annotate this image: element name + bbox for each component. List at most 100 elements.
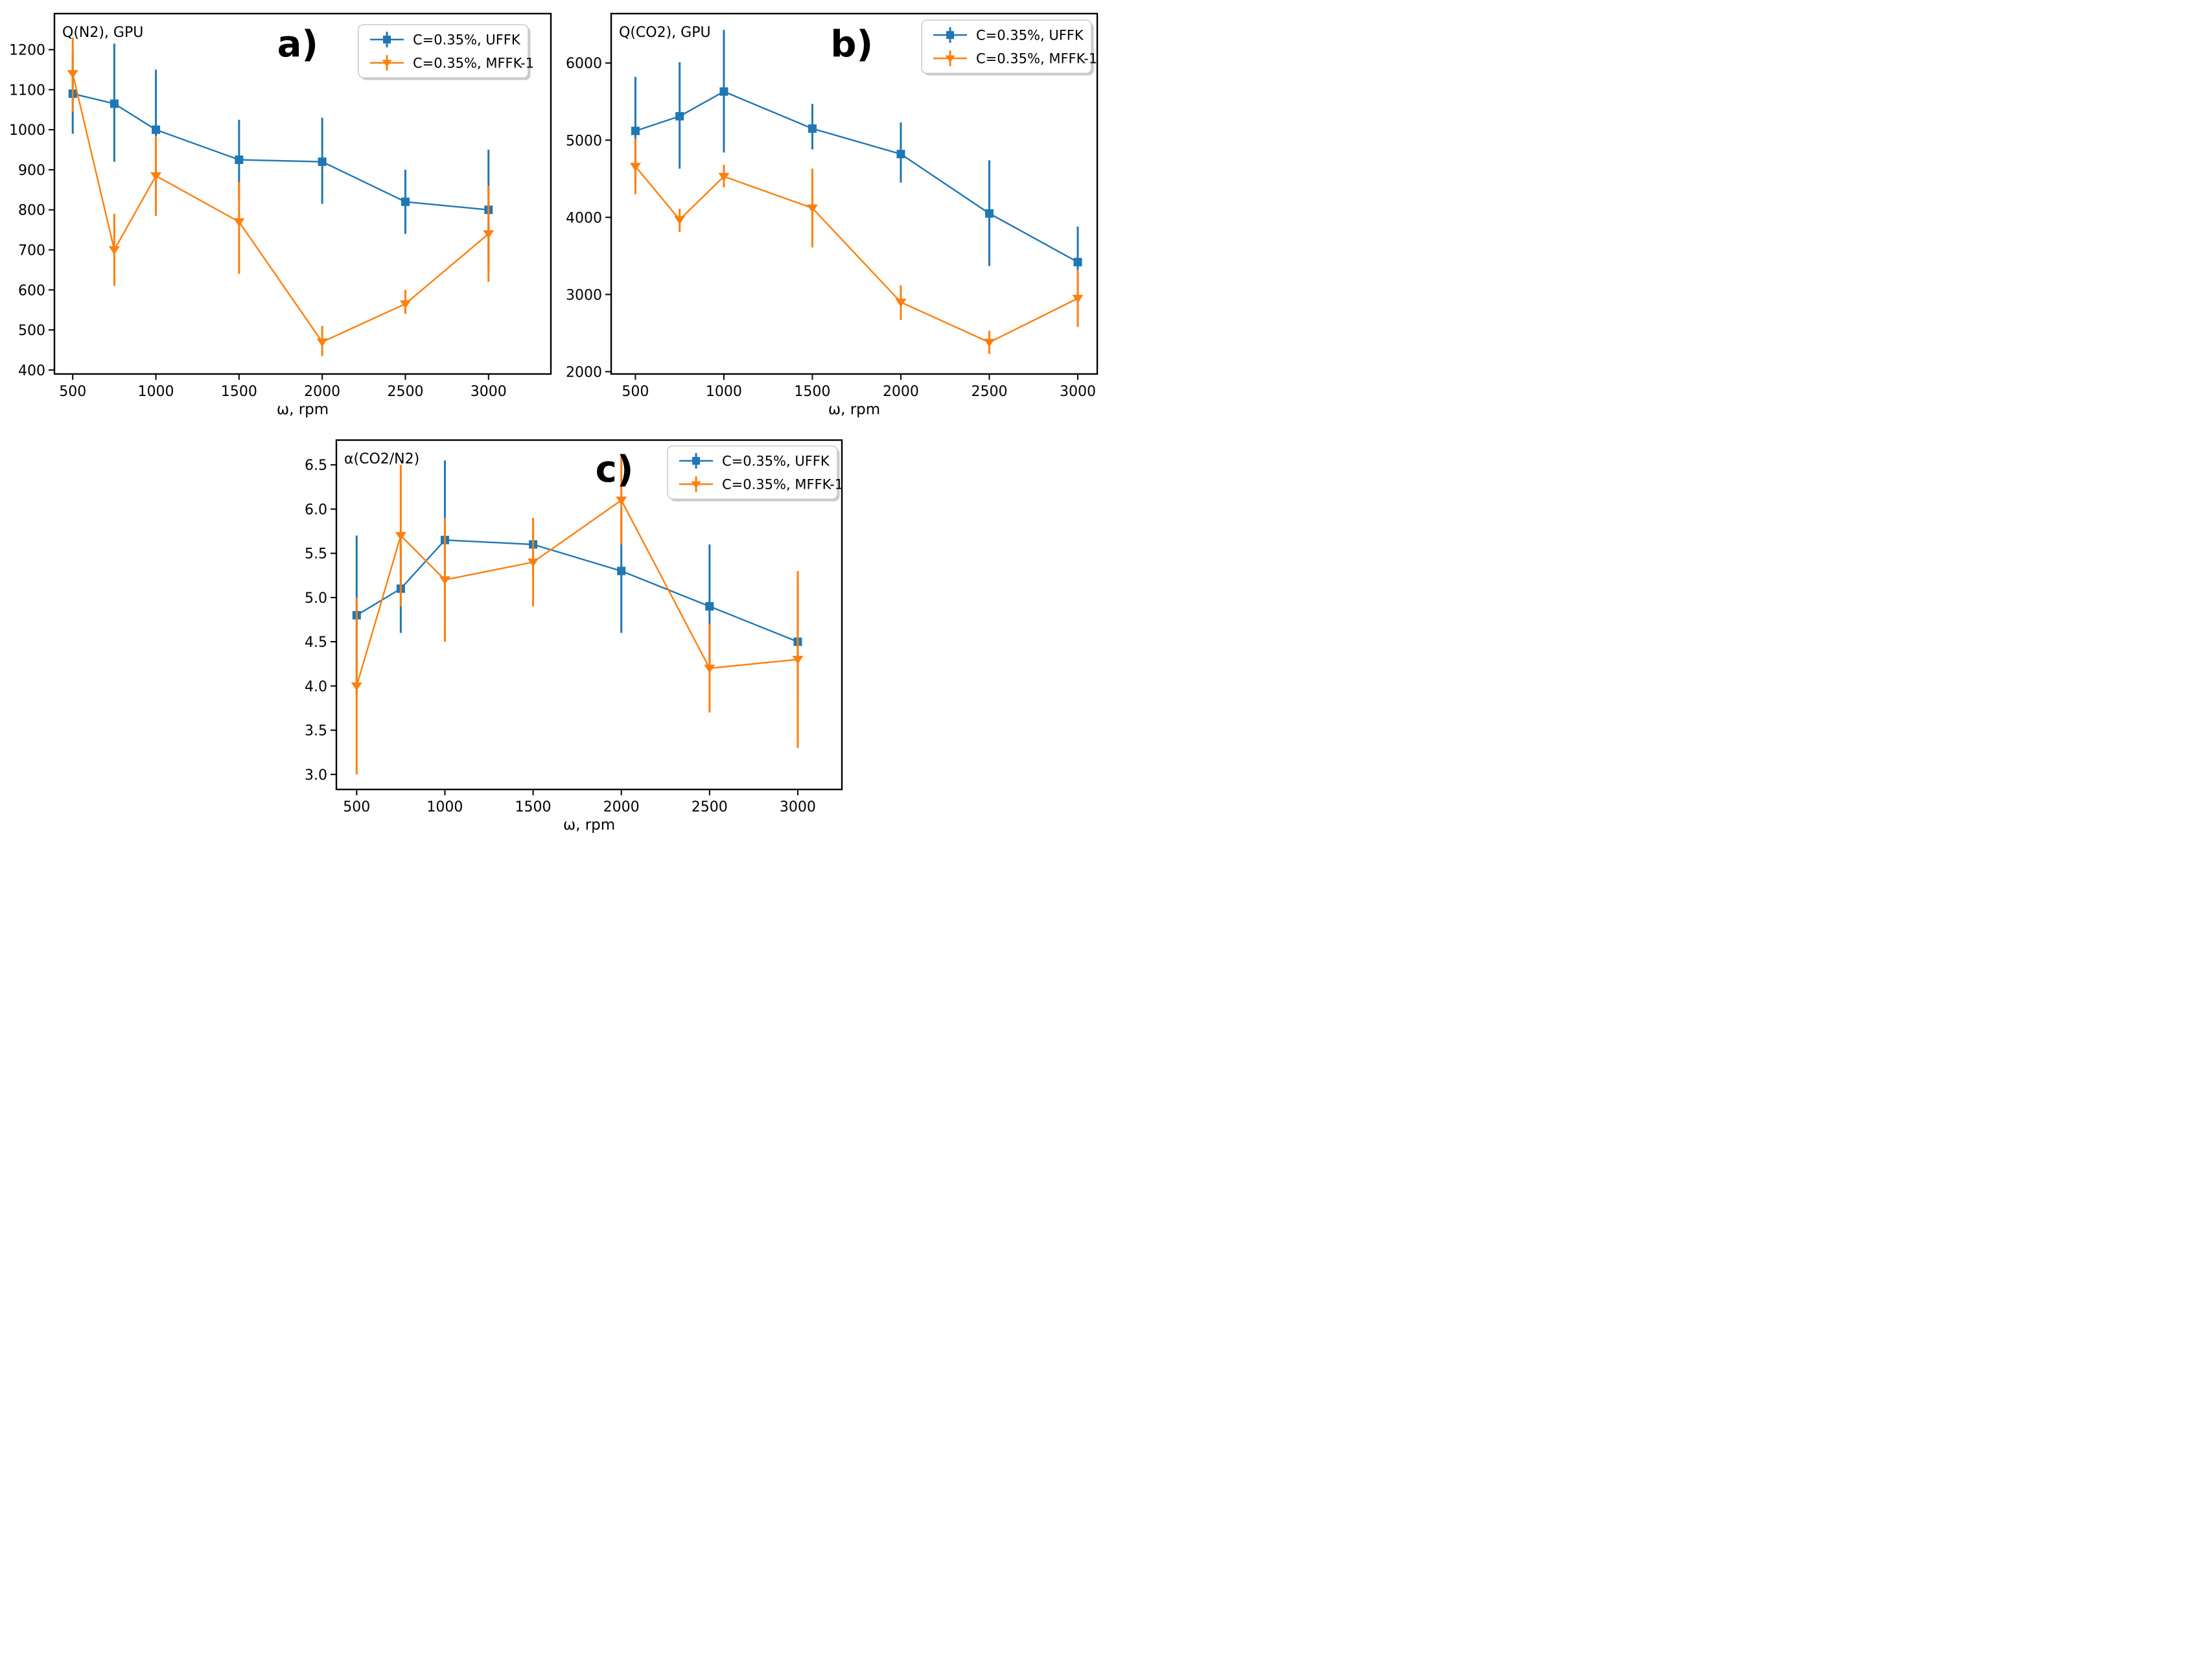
chart-panel-c: 500 1000 1500 2000 2500 3000 3.0 3.5 4.0 4.5 5.0 5.…: [282, 425, 852, 840]
legend: C=0.35%, UFFK C=0.35%, MFFK-1: [667, 445, 843, 502]
x-tick-label: 500: [622, 384, 649, 400]
square-marker: [617, 566, 626, 576]
legend-label: C=0.35%, UFFK: [976, 28, 1084, 43]
legend-box: [667, 445, 838, 500]
axes-frame: [335, 439, 843, 791]
square-marker: [896, 150, 905, 159]
x-tick-label: 2000: [603, 799, 640, 815]
panel-letter: a): [277, 23, 318, 65]
legend-label: C=0.35%, MFFK-1: [722, 477, 843, 493]
legend-square-marker: [692, 457, 700, 465]
x-tick-label: 1000: [706, 384, 742, 400]
x-tick-label: 2500: [692, 799, 728, 815]
square-marker: [401, 197, 410, 206]
square-marker: [719, 87, 728, 96]
square-marker: [631, 126, 640, 135]
x-tick-label: 3000: [780, 799, 816, 815]
square-marker: [675, 111, 684, 121]
series-mffk1: [67, 38, 495, 356]
y-tick-label: 600: [18, 283, 45, 299]
square-marker: [705, 602, 714, 611]
triangle-down-marker: [616, 496, 627, 506]
x-tick-label: 500: [343, 799, 370, 815]
legend-entry: C=0.35%, UFFK: [679, 453, 830, 469]
chart-panel-a: 500 1000 1500 2000 2500 3000 400 500 600 700 800 90…: [0, 0, 564, 428]
triangle-down-marker: [674, 216, 686, 225]
y-tick-label: 3.5: [305, 723, 327, 740]
axes-frame: [610, 12, 1099, 375]
y-tick-label: 1200: [9, 43, 45, 59]
x-tick-label: 2000: [304, 384, 340, 400]
series-uffk: [631, 30, 1082, 298]
legend-label: C=0.35%, UFFK: [413, 32, 521, 48]
x-tick-label: 3000: [471, 384, 507, 400]
triangle-down-marker: [351, 682, 362, 691]
square-marker: [318, 158, 327, 167]
triangle-down-marker: [1072, 294, 1084, 303]
y-tick-label: 4.0: [305, 679, 327, 695]
legend-entry: C=0.35%, UFFK: [370, 32, 521, 48]
y-tick-label: 3.0: [305, 767, 327, 784]
y-tick-label: 2000: [566, 364, 602, 380]
legend-entry: C=0.35%, UFFK: [933, 27, 1084, 43]
x-axis-label: ω, rpm: [277, 401, 329, 418]
x-tick-label: 1000: [426, 799, 463, 815]
y-tick-label: 700: [18, 242, 45, 259]
legend-label: C=0.35%, MFFK-1: [413, 56, 534, 71]
triangle-down-marker: [67, 70, 78, 79]
triangle-down-marker: [399, 300, 411, 309]
square-marker: [1073, 257, 1082, 266]
legend-box: [358, 24, 529, 78]
triangle-down-marker: [316, 338, 328, 347]
x-tick-label: 2500: [971, 384, 1007, 400]
triangle-down-marker: [895, 298, 907, 307]
triangle-down-marker: [792, 655, 804, 664]
x-tick-label: 3000: [1060, 384, 1096, 400]
y-tick-label: 6.5: [305, 458, 327, 474]
y-tick-label: 5000: [566, 133, 602, 149]
y-tick-label: 5.5: [305, 546, 327, 563]
triangle-down-marker: [983, 338, 995, 347]
chart-title: α(CO2/N2): [344, 451, 419, 467]
x-tick-label: 500: [59, 384, 86, 400]
triangle-down-marker: [704, 664, 716, 673]
triangle-down-marker: [483, 230, 495, 239]
square-marker: [152, 125, 161, 134]
legend-entry: C=0.35%, MFFK-1: [370, 55, 534, 71]
y-tick-label: 400: [18, 363, 45, 379]
x-tick-label: 2500: [387, 384, 423, 400]
triangle-down-marker: [233, 218, 245, 227]
x-tick-label: 2000: [883, 384, 919, 400]
legend-square-marker: [946, 31, 954, 39]
y-tick-label: 1000: [9, 122, 45, 139]
triangle-down-marker: [108, 246, 120, 255]
square-marker: [984, 209, 994, 218]
chart-panel-b: 500 1000 1500 2000 2500 3000 2000 3000 4000 5000 6…: [557, 0, 1106, 428]
triangle-down-marker: [439, 576, 450, 585]
y-tick-label: 500: [18, 323, 45, 339]
legend-label: C=0.35%, UFFK: [722, 454, 830, 469]
square-marker: [808, 124, 817, 133]
legend-entry: C=0.35%, MFFK-1: [679, 476, 843, 493]
triangle-down-marker: [806, 204, 818, 213]
legend-label: C=0.35%, MFFK-1: [976, 51, 1097, 67]
panel-letter: b): [830, 23, 873, 65]
legend-box: [921, 19, 1092, 74]
square-marker: [110, 99, 119, 108]
legend-square-marker: [383, 36, 391, 43]
y-tick-label: 1100: [9, 82, 45, 99]
chart-title: Q(CO2), GPU: [619, 25, 711, 41]
three-panel-errorbar-figure: 500 1000 1500 2000 2500 3000 400 500 600 700 800 90…: [0, 0, 1106, 840]
square-marker: [235, 155, 244, 164]
x-axis-label: ω, rpm: [563, 817, 615, 834]
y-tick-label: 800: [18, 203, 45, 219]
x-tick-label: 1500: [794, 384, 830, 400]
x-tick-label: 1500: [221, 384, 257, 400]
legend-triangle-down-marker: [945, 55, 955, 63]
legend-entry: C=0.35%, MFFK-1: [933, 51, 1097, 67]
legend-triangle-down-marker: [691, 481, 701, 489]
axes-frame: [53, 12, 552, 375]
x-axis-label: ω, rpm: [828, 401, 880, 418]
y-tick-label: 5.0: [305, 590, 327, 607]
triangle-down-marker: [718, 172, 730, 181]
